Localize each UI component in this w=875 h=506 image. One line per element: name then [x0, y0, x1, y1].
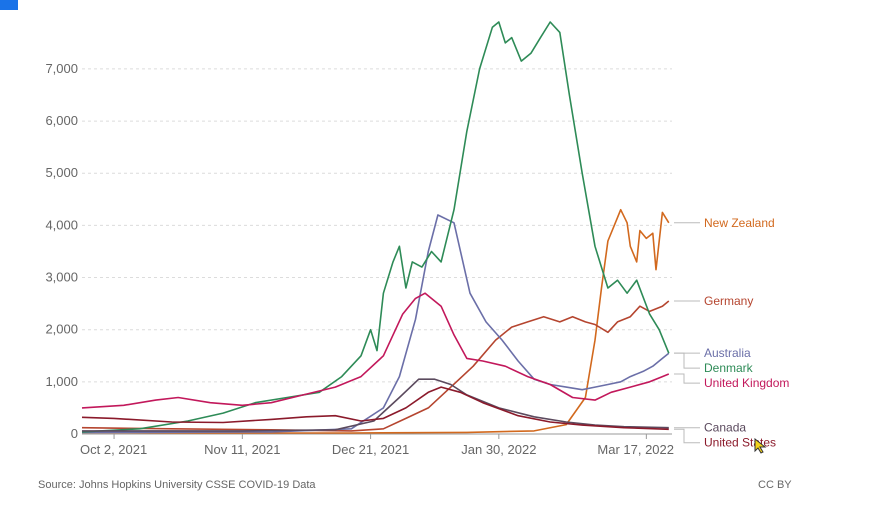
label-leader-line [674, 428, 700, 444]
window-corner-marker [0, 0, 18, 10]
series-line-united-kingdom[interactable] [81, 292, 670, 409]
series-line-denmark[interactable] [81, 21, 670, 433]
label-leader-line [674, 352, 700, 369]
series-line-canada[interactable] [82, 378, 669, 432]
series-line-united-states[interactable] [81, 386, 669, 431]
series-line-germany[interactable] [81, 300, 670, 432]
series-labels: New Zealand Germany AustraliaDenmarkUnited… [674, 216, 789, 450]
x-tick-label: Oct 2, 2021 [80, 442, 147, 457]
x-axis-ticks: Oct 2, 2021 Nov 11, 2021 Dec 21, 2021 Jan 3… [80, 434, 674, 457]
series-label: New Zealand [704, 216, 775, 230]
y-tick-label: 1,000 [45, 374, 78, 389]
mouse-cursor-icon [754, 438, 767, 454]
series-label: Germany [704, 294, 753, 308]
series-line-australia[interactable] [81, 214, 670, 434]
series-label: Denmark [704, 361, 754, 375]
y-tick-label: 3,000 [45, 270, 78, 285]
y-tick-label: 7,000 [45, 61, 78, 76]
x-tick-label: Dec 21, 2021 [332, 442, 409, 457]
series-label: Canada [704, 421, 746, 435]
label-leader-line [674, 373, 700, 384]
source-note: Source: Johns Hopkins University CSSE CO… [38, 479, 316, 491]
y-tick-label: 4,000 [45, 217, 78, 232]
series-label: United Kingdom [704, 376, 789, 390]
x-tick-label: Jan 30, 2022 [461, 442, 536, 457]
grid-lines [82, 68, 672, 435]
y-axis-ticks: 0 1,000 2,000 3,000 4,000 5,000 6,000 7,000 [45, 61, 78, 441]
y-tick-label: 6,000 [45, 113, 78, 128]
series-line-new-zealand[interactable] [81, 208, 670, 434]
license-label[interactable]: CC BY [758, 479, 792, 491]
series-label: Australia [704, 346, 751, 360]
y-tick-label: 5,000 [45, 165, 78, 180]
x-tick-label: Mar 17, 2022 [597, 442, 674, 457]
series-lines [81, 21, 670, 434]
y-tick-label: 0 [71, 426, 78, 441]
x-tick-label: Nov 11, 2021 [204, 442, 280, 457]
y-tick-label: 2,000 [45, 322, 78, 337]
